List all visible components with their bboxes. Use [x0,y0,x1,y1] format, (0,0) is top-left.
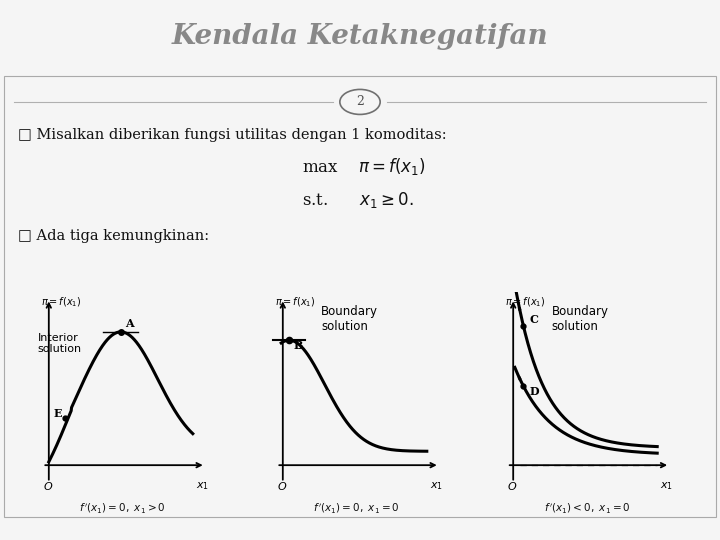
Text: A: A [125,318,133,329]
Text: $x_1$: $x_1$ [430,481,443,492]
Text: C: C [529,314,538,326]
Text: $f\,'(x_1) = 0,\ x_1 = 0$: $f\,'(x_1) = 0,\ x_1 = 0$ [313,501,400,515]
Text: s.t.      $x_1 \geq 0.$: s.t. $x_1 \geq 0.$ [302,190,414,210]
Text: $\pi = f(x_1)$: $\pi = f(x_1)$ [41,295,81,309]
Text: $O$: $O$ [277,481,287,492]
Text: $\pi = f(x_1)$: $\pi = f(x_1)$ [275,295,315,309]
Text: E: E [53,408,62,418]
Text: Boundary
solution: Boundary solution [552,306,608,334]
Text: $O$: $O$ [508,481,518,492]
Text: $x_1$: $x_1$ [660,481,673,492]
Text: max    $\pi = f(x_1)$: max $\pi = f(x_1)$ [302,156,426,177]
Text: $x_1$: $x_1$ [196,481,209,492]
Text: Kendala Ketaknegatifan: Kendala Ketaknegatifan [171,23,549,50]
Text: □ Ada tiga kemungkinan:: □ Ada tiga kemungkinan: [18,229,209,243]
Text: 2: 2 [356,96,364,109]
Text: Interior
solution: Interior solution [37,333,82,354]
Text: B: B [293,340,302,350]
Text: D: D [529,386,539,396]
Text: Boundary
solution: Boundary solution [321,306,378,334]
Text: $f\,'(x_1) < 0,\ x_1 = 0$: $f\,'(x_1) < 0,\ x_1 = 0$ [544,501,630,515]
Text: $f\,'(x_1) = 0,\ x_1 > 0$: $f\,'(x_1) = 0,\ x_1 > 0$ [79,501,166,515]
Text: □ Misalkan diberikan fungsi utilitas dengan 1 komoditas:: □ Misalkan diberikan fungsi utilitas den… [18,129,446,143]
Text: $O$: $O$ [43,481,53,492]
Text: $\pi = f(x_1)$: $\pi = f(x_1)$ [505,295,546,309]
